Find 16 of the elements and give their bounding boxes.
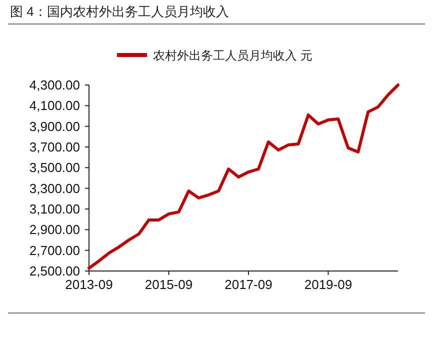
y-tick-label: 2,900.00 [29,222,80,238]
x-tick-label: 2015-09 [144,277,193,292]
y-tick-label: 3,100.00 [29,202,80,216]
y-tick-label: 2,700.00 [29,242,80,258]
y-tick-label: 4,100.00 [29,98,80,114]
x-tick-label: 2017-09 [224,277,272,292]
y-tick-label: 2,500.00 [29,264,80,278]
y-tick-label: 3,300.00 [29,180,80,196]
y-tick-label: 3,500.00 [29,160,80,176]
x-tick-label: 2013-09 [65,277,113,292]
y-tick-label: 3,900.00 [29,118,80,134]
y-tick-label: 3,700.00 [29,140,80,154]
x-tick-label: 2019-09 [304,277,352,292]
chart-title: 图 4：国内农村外出务工人员月均收入 [10,4,229,19]
legend-label: 农村外出务工人员月均收入 元 [153,48,312,62]
y-tick-label: 4,300.00 [29,78,80,92]
